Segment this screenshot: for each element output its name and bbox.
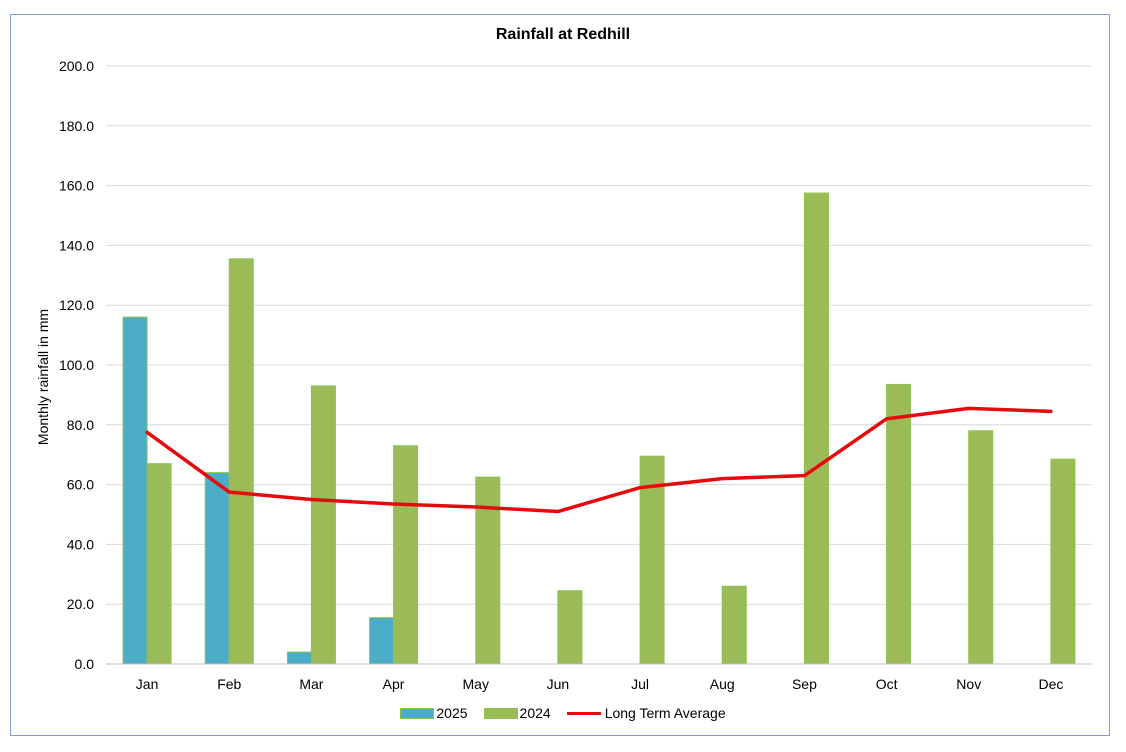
bar-2025 [204,472,230,665]
x-tick-label: Mar [299,676,323,692]
bar-2024 [310,385,336,665]
x-tick-label: Nov [956,676,981,692]
y-tick-label: 0.0 [75,656,95,672]
y-axis-title: Monthly rainfall in mm [35,309,51,445]
y-tick-label: 160.0 [59,178,94,194]
legend-label: 2024 [519,705,551,721]
bar-2024 [475,476,501,665]
bar-2024 [228,258,254,665]
chart-title: Rainfall at Redhill [495,26,631,43]
legend-label: Long Term Average [604,705,726,721]
x-tick-label: Dec [1038,676,1063,692]
bar-2024 [968,430,994,665]
y-tick-label: 60.0 [67,477,94,493]
bar-2025 [369,617,395,665]
legend-swatch [483,707,518,719]
legend-swatch [400,707,435,719]
x-tick-label: Oct [876,676,898,692]
legend-item: 2024 [483,705,551,721]
legend-line-swatch [566,711,601,715]
bar-2024 [146,463,172,665]
x-tick-label: Jun [547,676,570,692]
y-tick-label: 20.0 [67,596,94,612]
x-tick-label: Jan [136,676,159,692]
legend: 2025 2024 Long Term Average [0,705,1126,721]
legend-label: 2025 [436,705,468,721]
x-tick-label: May [463,676,489,692]
x-tick-label: Jul [631,676,649,692]
x-tick-label: Sep [792,676,817,692]
y-tick-label: 200.0 [59,58,94,74]
x-tick-label: Apr [383,676,405,692]
bar-2024 [886,383,912,665]
bar-2024 [393,445,419,665]
y-tick-label: 180.0 [59,118,94,134]
x-tick-label: Feb [217,676,241,692]
y-tick-label: 40.0 [67,536,94,552]
y-tick-label: 100.0 [59,357,94,373]
y-tick-label: 120.0 [59,297,94,313]
bar-2024 [803,192,829,665]
bar-2025 [122,316,148,665]
bar-2024 [721,585,747,665]
x-tick-label: Aug [710,676,735,692]
y-tick-label: 80.0 [67,417,94,433]
bar-2024 [557,590,583,665]
bar-2025 [286,651,312,665]
bar-2024 [1050,458,1076,665]
legend-item: 2025 [400,705,468,721]
y-tick-label: 140.0 [59,237,94,253]
series-line-long-term-average [145,406,1053,514]
legend-item: Long Term Average [566,705,726,721]
